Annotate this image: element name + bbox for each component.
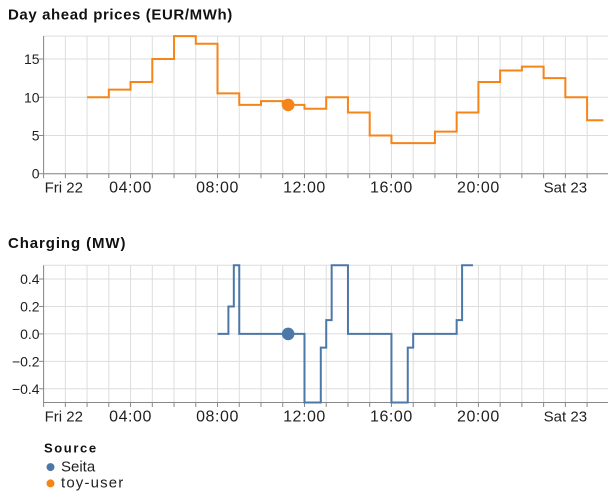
svg-text:10: 10 (24, 89, 40, 105)
svg-text:0.4: 0.4 (20, 271, 40, 287)
svg-text:0.2: 0.2 (20, 298, 40, 314)
svg-text:12:00: 12:00 (283, 180, 326, 197)
svg-text:Fri 22: Fri 22 (45, 180, 83, 197)
svg-text:Sat 23: Sat 23 (544, 409, 587, 426)
svg-text:toy-user: toy-user (61, 475, 124, 492)
svg-text:−0.2: −0.2 (12, 353, 40, 369)
svg-text:08:00: 08:00 (196, 180, 239, 197)
svg-text:15: 15 (24, 51, 40, 67)
svg-text:08:00: 08:00 (196, 409, 239, 426)
svg-text:0: 0 (32, 166, 40, 182)
svg-text:04:00: 04:00 (109, 409, 152, 426)
svg-text:0.0: 0.0 (20, 326, 40, 342)
svg-text:16:00: 16:00 (370, 180, 413, 197)
svg-text:16:00: 16:00 (370, 409, 413, 426)
svg-text:12:00: 12:00 (283, 409, 326, 426)
svg-text:20:00: 20:00 (457, 409, 500, 426)
svg-text:Source: Source (44, 441, 98, 456)
svg-text:04:00: 04:00 (109, 180, 152, 197)
svg-text:Day ahead prices (EUR/MWh): Day ahead prices (EUR/MWh) (8, 6, 233, 23)
svg-text:−0.4: −0.4 (12, 381, 40, 397)
svg-text:Sat 23: Sat 23 (544, 180, 587, 197)
svg-text:20:00: 20:00 (457, 180, 500, 197)
svg-text:Seita: Seita (61, 458, 96, 475)
svg-text:5: 5 (32, 127, 40, 143)
svg-text:Fri 22: Fri 22 (45, 409, 83, 426)
svg-text:Charging (MW): Charging (MW) (8, 235, 126, 252)
